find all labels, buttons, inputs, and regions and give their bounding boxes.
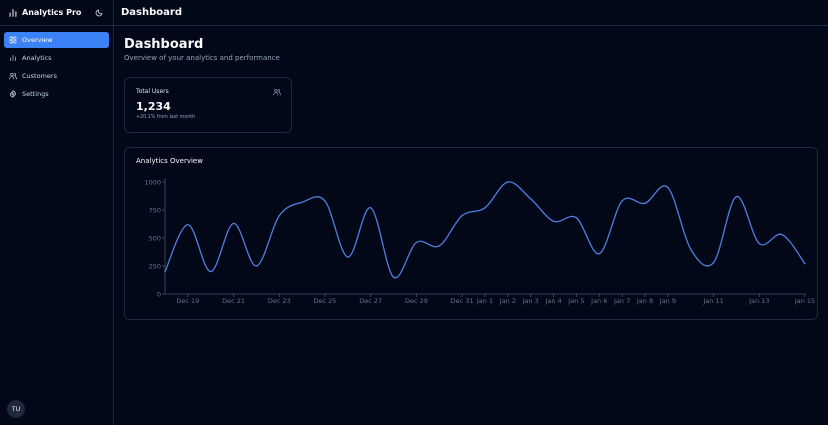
x-tick-label: Dec 21	[222, 297, 245, 305]
x-tick-label: Jan 11	[702, 297, 723, 305]
x-tick-label: Jan 7	[613, 297, 630, 305]
x-tick-label: Jan 8	[636, 297, 653, 305]
data-point	[278, 214, 280, 217]
data-point	[667, 186, 669, 189]
data-point	[301, 201, 303, 203]
page-title: Dashboard	[124, 37, 204, 52]
gear-icon	[9, 90, 17, 98]
analytics-line-chart: 0 250 500 750 1000 Dec 19 Dec 21 Dec 23 Dec 25 De…	[144, 178, 815, 305]
users-icon	[273, 89, 281, 96]
x-tick-label: Jan 6	[590, 297, 607, 305]
bar-chart-icon	[10, 55, 16, 61]
total-users-card: Total Users 1,234 +20.1% from last month	[124, 77, 292, 133]
stat-note: +20.1% from last month	[136, 115, 196, 120]
grid-icon	[9, 36, 17, 44]
users-icon	[9, 73, 17, 80]
sidebar-item-label: Customers	[22, 72, 57, 80]
x-tick-label: Dec 25	[314, 297, 337, 305]
data-point	[507, 181, 509, 183]
data-point	[210, 270, 212, 273]
brand-name: Analytics Pro	[22, 8, 82, 17]
x-tick-label: Jan 4	[544, 297, 561, 305]
data-point	[644, 202, 646, 204]
y-tick-label: 750	[149, 206, 161, 214]
sidebar-item-label: Overview	[22, 36, 53, 44]
x-tick-label: Jan 2	[499, 297, 516, 305]
data-point	[804, 263, 806, 265]
x-tick-label: Jan 5	[567, 297, 584, 305]
x-tick-label: Dec 31	[451, 297, 474, 305]
data-point	[758, 242, 760, 245]
sidebar-item-customers[interactable]: Customers	[4, 68, 109, 84]
data-point	[438, 245, 440, 247]
avatar[interactable]: TU	[7, 400, 25, 418]
data-point	[392, 276, 395, 278]
data-point	[575, 217, 578, 219]
main-content: Dashboard Overview of your analytics and…	[124, 36, 818, 320]
sidebar-item-settings[interactable]: Settings	[4, 86, 109, 102]
sidebar-header: Analytics Pro	[0, 0, 113, 26]
brand[interactable]: Analytics Pro	[8, 8, 81, 18]
data-point	[781, 233, 783, 236]
data-point	[484, 207, 486, 209]
page-subtitle: Overview of your analytics and performan…	[124, 54, 280, 62]
data-point	[415, 241, 418, 244]
x-tick-label: Jan 13	[748, 297, 769, 305]
theme-toggle-button[interactable]	[93, 7, 105, 19]
x-tick-label: Dec 29	[405, 297, 428, 305]
data-point	[530, 198, 532, 200]
stat-label: Total Users	[136, 88, 169, 95]
stat-value: 1,234	[136, 100, 171, 113]
sidebar-item-label: Analytics	[22, 54, 52, 62]
x-tick-label: Jan 3	[522, 297, 539, 305]
data-point	[164, 270, 166, 273]
data-point	[598, 252, 600, 255]
x-tick-label: Dec 23	[268, 297, 291, 305]
sidebar-item-overview[interactable]: Overview	[4, 32, 109, 48]
data-point	[255, 265, 258, 267]
data-point	[232, 222, 235, 225]
data-point	[552, 220, 555, 222]
y-tick-label: 250	[149, 262, 161, 270]
topbar-title: Dashboard	[121, 7, 182, 18]
data-point	[461, 214, 463, 217]
bar-chart-icon	[9, 8, 17, 17]
data-point	[621, 200, 623, 202]
x-tick-label: Jan 15	[794, 297, 815, 305]
data-point	[187, 223, 189, 226]
y-tick-label: 1000	[144, 178, 161, 186]
chart-title: Analytics Overview	[136, 157, 203, 165]
series-line	[164, 181, 806, 279]
sidebar: Analytics Pro Overview Analytics Custome…	[0, 0, 114, 425]
analytics-chart-card: 0 250 500 750 1000 Dec 19 Dec 21 Dec 23 Dec 25 De…	[124, 147, 818, 320]
sidebar-item-label: Settings	[22, 90, 49, 98]
data-point	[735, 195, 738, 198]
sidebar-item-analytics[interactable]: Analytics	[4, 50, 109, 66]
data-point	[324, 200, 326, 202]
sidebar-nav: Overview Analytics Customers Settings	[0, 26, 113, 108]
y-tick-label: 500	[149, 234, 161, 242]
data-point	[347, 256, 349, 258]
topbar: Dashboard	[114, 0, 828, 26]
x-tick-label: Dec 19	[176, 297, 199, 305]
x-tick-label: Jan 1	[476, 297, 493, 305]
data-point	[712, 261, 715, 264]
moon-icon	[95, 9, 103, 16]
x-tick-label: Jan 9	[659, 297, 676, 305]
data-point	[690, 248, 692, 250]
x-tick-label: Dec 27	[359, 297, 382, 305]
data-point	[370, 207, 372, 209]
y-tick-label: 0	[157, 290, 161, 298]
